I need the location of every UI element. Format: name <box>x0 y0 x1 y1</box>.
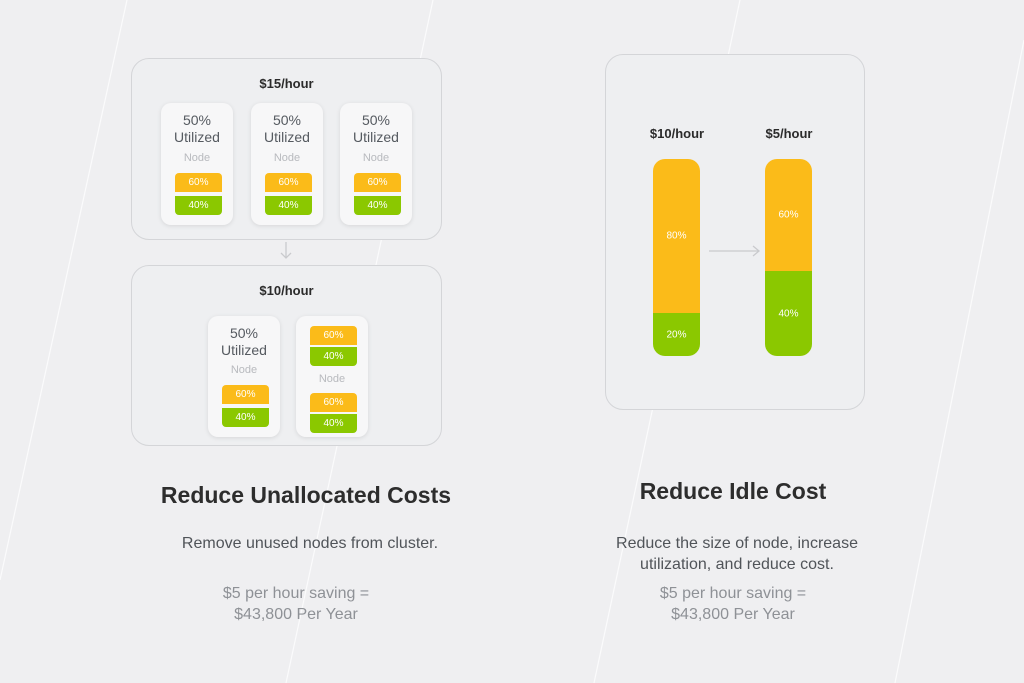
bar-used-segment: 40% <box>765 271 812 356</box>
cluster-before-panel: $15/hour 50% Utilized Node 60% 40% 50% U… <box>131 58 442 240</box>
node-card: 50% Utilized Node 60% 40% <box>251 103 323 225</box>
allocated-segment: 60% <box>354 173 401 192</box>
unallocated-saving: $5 per hour saving = $43,800 Per Year <box>222 585 370 623</box>
node-label: Node <box>273 152 301 164</box>
allocated-segment: 60% <box>175 173 222 192</box>
idle-cost-saving: $5 per hour saving = $43,800 Per Year <box>659 585 807 623</box>
used-segment: 40% <box>222 408 269 427</box>
node-label: Node <box>362 152 390 164</box>
cluster-after-panel: $10/hour 50% Utilized Node 60% 40% 60% 4… <box>131 265 442 446</box>
node-utilization: 50% Utilized <box>174 112 220 145</box>
unallocated-heading: Reduce Unallocated Costs <box>160 482 452 508</box>
bar-allocated-segment: 80% <box>653 159 700 313</box>
node-utilization: 50% Utilized <box>221 325 267 358</box>
used-segment: 40% <box>310 347 357 366</box>
node-label: Node <box>318 373 346 385</box>
unallocated-description: Remove unused nodes from cluster. <box>181 535 439 552</box>
allocated-segment: 60% <box>265 173 312 192</box>
node-utilization: 50% Utilized <box>264 112 310 145</box>
idle-cost-panel: $10/hour $5/hour 80% 20% 60% 40% <box>605 54 865 410</box>
bar-price: $5/hour <box>765 126 813 141</box>
used-segment: 40% <box>175 196 222 215</box>
used-segment: 40% <box>310 414 357 433</box>
bar-price: $10/hour <box>649 126 705 141</box>
cluster-after-price: $10/hour <box>259 283 314 298</box>
bar-used-segment: 20% <box>653 313 700 356</box>
node-card: 50% Utilized Node 60% 40% <box>161 103 233 225</box>
allocated-segment: 60% <box>310 326 357 345</box>
node-label: Node <box>183 152 211 164</box>
node-card: 50% Utilized Node 60% 40% <box>340 103 412 225</box>
node-card: 60% 40% Node 60% 40% <box>296 316 368 437</box>
node-label: Node <box>230 364 258 376</box>
used-segment: 40% <box>265 196 312 215</box>
node-utilization: 50% Utilized <box>353 112 399 145</box>
cluster-before-price: $15/hour <box>259 76 314 91</box>
allocated-segment: 60% <box>222 385 269 404</box>
node-card: 50% Utilized Node 60% 40% <box>208 316 280 437</box>
idle-cost-heading: Reduce Idle Cost <box>639 478 827 504</box>
bar-allocated-segment: 60% <box>765 159 812 271</box>
node-bar-after: 60% 40% <box>765 159 812 356</box>
node-bar-before: 80% 20% <box>653 159 700 356</box>
allocated-segment: 60% <box>310 393 357 412</box>
idle-cost-description: Reduce the size of node, increase utiliz… <box>616 535 858 573</box>
arrow-down-icon <box>280 242 292 259</box>
arrow-right-icon <box>709 245 761 257</box>
used-segment: 40% <box>354 196 401 215</box>
